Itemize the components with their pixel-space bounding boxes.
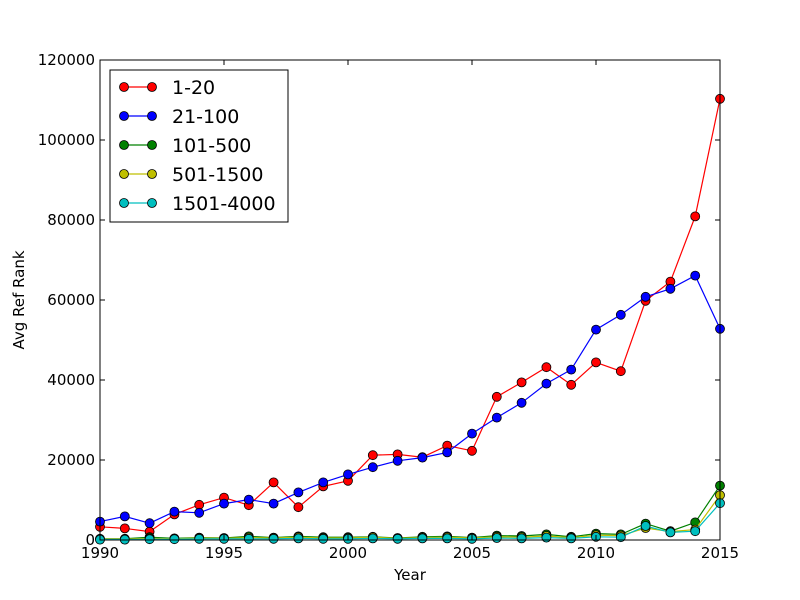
data-point	[367, 450, 378, 461]
data-point	[591, 357, 601, 368]
y-tick-label: 40000	[47, 371, 95, 389]
y-tick-label: 0	[85, 531, 95, 549]
legend-label: 101-500	[172, 135, 251, 157]
data-point	[392, 533, 403, 544]
legend-marker	[147, 82, 157, 92]
ticks-layer: 1990 1995 2000 2005 2010 2015 0 20000 40000 60000…	[38, 51, 739, 562]
data-point	[219, 498, 229, 509]
legend-item: 1501-4000	[119, 193, 276, 215]
data-point	[194, 507, 205, 518]
y-tick-label: 60000	[47, 291, 95, 309]
legend-marker	[119, 140, 129, 150]
series-layer	[95, 93, 725, 545]
data-point	[194, 533, 205, 544]
data-point	[615, 309, 626, 320]
data-point	[417, 452, 428, 463]
y-tick-label: 20000	[47, 451, 95, 469]
data-point	[566, 364, 577, 375]
legend-item: 501-1500	[119, 164, 263, 186]
data-point	[367, 462, 378, 473]
data-point	[318, 533, 329, 544]
data-point	[467, 445, 477, 456]
data-point	[119, 523, 130, 534]
legend-label: 1501-4000	[172, 193, 276, 215]
legend: 1-20 21-100 101-500 501-1500 1501-4000	[109, 69, 289, 223]
data-point	[119, 511, 130, 522]
legend-label: 21-100	[172, 106, 239, 128]
x-tick-label: 2010	[577, 544, 615, 562]
data-point	[144, 534, 155, 545]
legend-box	[109, 69, 289, 223]
data-point	[566, 533, 577, 544]
data-point	[491, 533, 502, 543]
data-point	[268, 533, 279, 544]
data-point	[591, 324, 601, 335]
y-tick-label: 120000	[38, 51, 95, 69]
data-point	[318, 477, 329, 488]
data-point	[665, 283, 676, 294]
data-point	[566, 379, 577, 390]
legend-marker	[119, 198, 129, 208]
data-point	[293, 487, 304, 498]
legend-item: 101-500	[119, 135, 251, 157]
data-point	[516, 397, 527, 408]
legend-marker	[147, 111, 157, 121]
x-tick-label: 1990	[81, 544, 119, 562]
data-point	[442, 447, 453, 458]
legend-label: 1-20	[172, 77, 215, 99]
data-point	[640, 291, 651, 302]
data-point	[169, 534, 180, 545]
data-point	[541, 362, 552, 373]
data-point	[491, 412, 502, 423]
y-tick-label: 100000	[38, 131, 95, 149]
data-point	[467, 428, 477, 439]
x-tick-label: 2015	[701, 544, 739, 562]
legend-marker	[119, 82, 129, 92]
legend-marker	[147, 169, 157, 179]
legend-item: 1-20	[119, 77, 215, 99]
data-point	[293, 502, 304, 513]
data-point	[392, 455, 403, 466]
legend-item: 21-100	[119, 106, 239, 128]
data-point	[541, 532, 552, 543]
data-point	[268, 498, 279, 509]
data-point	[516, 533, 527, 544]
data-point	[690, 270, 701, 281]
data-point	[417, 533, 428, 544]
data-point	[615, 532, 626, 543]
legend-marker	[147, 198, 157, 208]
data-point	[367, 533, 378, 544]
data-point	[243, 494, 254, 505]
data-point	[491, 391, 502, 402]
data-point	[640, 521, 651, 531]
data-point	[343, 469, 353, 480]
x-tick-label: 2005	[453, 544, 491, 562]
data-point	[690, 526, 701, 537]
legend-label: 501-1500	[172, 164, 263, 186]
data-point	[268, 477, 279, 488]
data-point	[442, 533, 453, 544]
data-point	[243, 533, 254, 544]
y-axis-title: Avg Ref Rank	[10, 250, 28, 349]
x-axis-title: Year	[393, 566, 427, 584]
legend-marker	[147, 140, 157, 150]
data-point	[169, 506, 180, 517]
data-point	[293, 533, 304, 544]
legend-marker	[119, 169, 129, 179]
data-point	[615, 366, 626, 377]
legend-marker	[119, 111, 129, 121]
data-point	[690, 211, 701, 222]
data-point	[516, 377, 527, 388]
data-point	[144, 518, 155, 529]
data-point	[665, 527, 676, 538]
x-tick-label: 2000	[329, 544, 367, 562]
data-point	[541, 378, 552, 389]
y-tick-label: 80000	[47, 211, 95, 229]
x-tick-label: 1995	[205, 544, 243, 562]
series-21-100	[95, 270, 725, 529]
